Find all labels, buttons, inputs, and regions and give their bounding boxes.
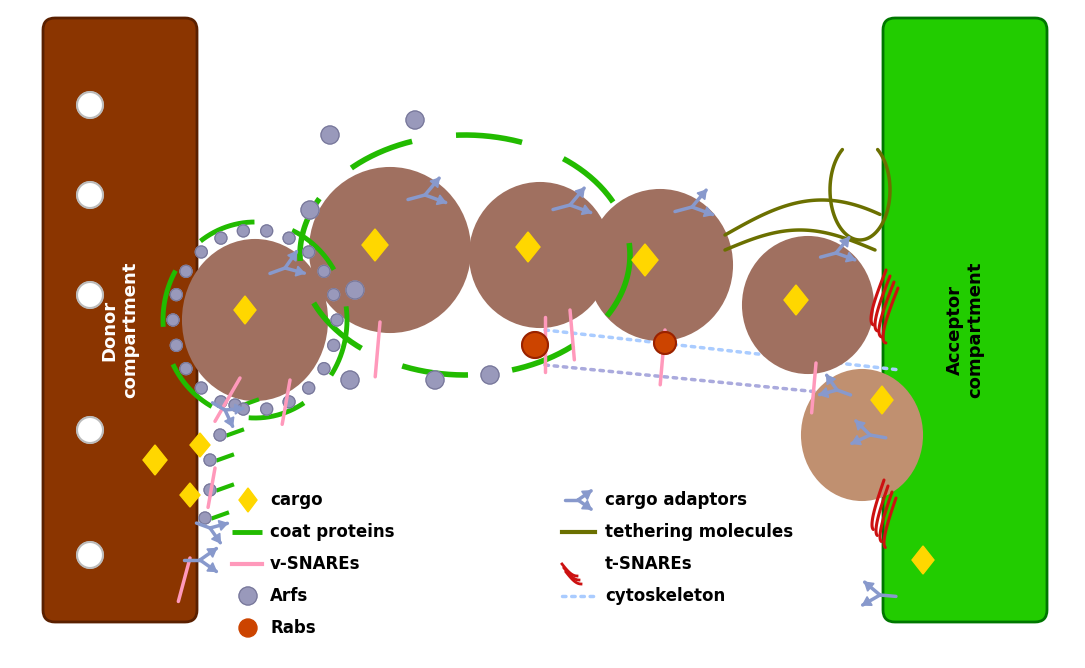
Circle shape [301, 201, 319, 219]
Polygon shape [362, 229, 388, 261]
Polygon shape [430, 178, 439, 188]
Circle shape [215, 396, 227, 408]
Polygon shape [856, 421, 865, 430]
Text: t-SNAREs: t-SNAREs [605, 555, 692, 573]
Circle shape [654, 332, 676, 354]
Polygon shape [784, 285, 808, 315]
Polygon shape [288, 252, 296, 261]
Circle shape [238, 225, 250, 237]
Circle shape [180, 265, 192, 277]
Text: Acceptor
compartment: Acceptor compartment [946, 262, 984, 398]
Polygon shape [143, 445, 167, 475]
Polygon shape [436, 195, 446, 204]
Polygon shape [207, 562, 216, 571]
Polygon shape [840, 238, 848, 247]
Circle shape [481, 366, 499, 384]
Polygon shape [239, 488, 257, 512]
Circle shape [283, 396, 295, 408]
Polygon shape [582, 205, 590, 214]
Circle shape [77, 92, 103, 118]
Circle shape [77, 182, 103, 208]
Text: cargo: cargo [270, 491, 322, 509]
Circle shape [328, 339, 340, 351]
Polygon shape [819, 387, 829, 397]
Circle shape [346, 281, 363, 299]
Polygon shape [207, 548, 216, 557]
FancyBboxPatch shape [43, 18, 197, 622]
Circle shape [170, 289, 182, 301]
Text: coat proteins: coat proteins [270, 523, 395, 541]
Polygon shape [852, 436, 861, 445]
Text: v-SNAREs: v-SNAREs [270, 555, 360, 573]
Text: Arfs: Arfs [270, 587, 308, 605]
Polygon shape [865, 582, 875, 591]
Circle shape [77, 417, 103, 443]
Circle shape [321, 126, 339, 144]
Circle shape [260, 403, 272, 415]
Polygon shape [225, 417, 233, 426]
Circle shape [406, 111, 424, 129]
Polygon shape [912, 546, 934, 574]
Circle shape [214, 429, 226, 441]
Circle shape [328, 289, 340, 301]
Circle shape [204, 484, 216, 496]
Polygon shape [863, 597, 872, 605]
Ellipse shape [310, 168, 470, 332]
Polygon shape [845, 253, 855, 262]
Circle shape [167, 314, 179, 326]
Circle shape [318, 363, 330, 375]
Circle shape [239, 619, 257, 637]
Polygon shape [871, 386, 893, 414]
FancyBboxPatch shape [883, 18, 1047, 622]
Circle shape [238, 403, 250, 415]
Circle shape [426, 371, 444, 389]
Circle shape [260, 225, 272, 237]
Polygon shape [180, 483, 200, 507]
Polygon shape [234, 404, 243, 414]
Text: Donor
compartment: Donor compartment [101, 262, 139, 398]
Polygon shape [218, 520, 228, 530]
Polygon shape [516, 232, 540, 262]
Polygon shape [234, 296, 256, 324]
Ellipse shape [470, 183, 610, 327]
Circle shape [331, 314, 343, 326]
Circle shape [195, 382, 207, 394]
Polygon shape [703, 207, 713, 216]
Ellipse shape [588, 190, 732, 340]
Circle shape [170, 339, 182, 351]
Polygon shape [827, 375, 835, 385]
Circle shape [522, 332, 548, 358]
Circle shape [180, 363, 192, 375]
Circle shape [283, 232, 295, 244]
Circle shape [195, 246, 207, 258]
Ellipse shape [183, 240, 327, 400]
Circle shape [341, 371, 359, 389]
Text: cytoskeleton: cytoskeleton [605, 587, 725, 605]
Polygon shape [212, 533, 220, 542]
Text: Rabs: Rabs [270, 619, 316, 637]
Ellipse shape [743, 237, 873, 373]
Circle shape [77, 282, 103, 308]
Circle shape [229, 399, 241, 411]
Circle shape [318, 265, 330, 277]
Circle shape [215, 232, 227, 244]
Polygon shape [190, 433, 210, 457]
Polygon shape [698, 190, 706, 200]
Circle shape [303, 382, 315, 394]
Circle shape [239, 587, 257, 605]
Polygon shape [582, 491, 591, 500]
Polygon shape [582, 500, 591, 509]
Circle shape [303, 246, 315, 258]
Ellipse shape [802, 370, 922, 500]
Polygon shape [295, 267, 304, 276]
Text: cargo adaptors: cargo adaptors [605, 491, 746, 509]
Circle shape [204, 454, 216, 466]
Polygon shape [631, 244, 658, 276]
Polygon shape [575, 188, 584, 198]
Text: tethering molecules: tethering molecules [605, 523, 793, 541]
Circle shape [77, 542, 103, 568]
Circle shape [199, 512, 210, 524]
